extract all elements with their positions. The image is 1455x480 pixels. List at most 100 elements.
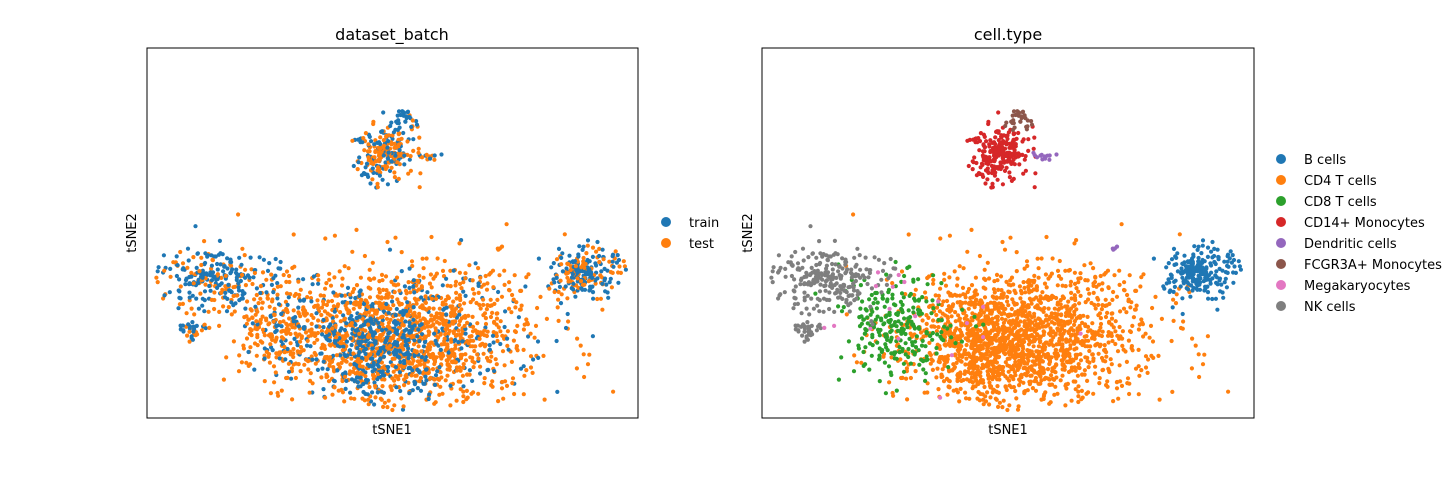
data-point — [789, 273, 795, 279]
data-point — [1081, 313, 1086, 318]
data-point — [1060, 367, 1065, 372]
data-point — [403, 296, 408, 301]
data-point — [941, 299, 946, 304]
data-point — [352, 396, 357, 401]
data-point — [396, 377, 401, 382]
data-point — [957, 293, 963, 298]
data-point — [930, 367, 936, 372]
data-point — [199, 262, 204, 268]
data-point — [415, 386, 420, 391]
data-point — [499, 244, 505, 249]
data-point — [991, 320, 996, 325]
data-point — [418, 388, 424, 393]
data-point — [931, 281, 936, 286]
data-point — [930, 330, 936, 336]
data-point — [356, 371, 361, 376]
data-point — [304, 311, 309, 316]
data-point — [183, 282, 188, 287]
data-point — [570, 272, 576, 277]
data-point — [1063, 313, 1068, 319]
data-point — [385, 145, 390, 150]
data-point — [366, 397, 371, 402]
data-point — [411, 137, 416, 142]
data-point — [359, 355, 364, 360]
data-point — [427, 392, 432, 397]
data-point — [459, 286, 464, 291]
data-point — [1105, 268, 1111, 273]
data-point — [384, 288, 389, 293]
data-point — [465, 320, 470, 325]
data-point — [321, 299, 326, 304]
data-point — [1145, 370, 1150, 375]
data-point — [187, 281, 192, 286]
data-point — [846, 339, 852, 344]
data-point — [411, 317, 416, 322]
data-point — [440, 391, 445, 396]
data-point — [621, 259, 626, 264]
data-point — [496, 289, 501, 295]
data-point — [1038, 357, 1043, 362]
data-point — [381, 110, 386, 115]
data-point — [1125, 292, 1130, 298]
data-point — [285, 310, 290, 315]
data-point — [1002, 247, 1008, 252]
data-point — [987, 402, 992, 407]
data-point — [382, 400, 387, 405]
data-point — [387, 247, 393, 252]
data-point — [416, 150, 421, 155]
data-point — [967, 378, 973, 383]
data-point — [1068, 346, 1073, 351]
data-point — [399, 250, 404, 255]
data-point — [1020, 300, 1025, 305]
data-point — [977, 398, 982, 403]
data-point — [558, 278, 563, 283]
data-point — [960, 285, 966, 290]
data-point — [430, 351, 435, 357]
data-point — [1043, 345, 1048, 350]
data-point — [379, 314, 385, 319]
data-point — [1024, 259, 1030, 264]
data-point — [972, 305, 977, 310]
data-point — [248, 255, 253, 260]
data-point — [362, 253, 367, 259]
data-point — [585, 362, 591, 367]
data-point — [1159, 316, 1164, 321]
data-point — [944, 359, 950, 364]
data-point — [947, 385, 952, 390]
data-point — [908, 361, 914, 366]
data-point — [260, 300, 265, 305]
data-point — [524, 368, 529, 373]
data-point — [248, 331, 253, 336]
data-point — [397, 288, 402, 293]
data-point — [335, 293, 340, 298]
data-point — [972, 331, 977, 336]
data-point — [470, 324, 476, 329]
data-point — [381, 404, 386, 409]
data-point — [405, 352, 410, 357]
data-point — [899, 269, 905, 274]
data-point — [246, 349, 251, 355]
data-point — [311, 274, 316, 279]
data-point — [363, 351, 368, 356]
x-axis-label: tSNE1 — [372, 423, 412, 438]
data-point — [225, 256, 230, 261]
data-point — [578, 279, 584, 284]
data-point — [299, 334, 304, 339]
data-point — [1066, 313, 1072, 318]
data-point — [1015, 407, 1021, 412]
data-point — [1064, 347, 1069, 352]
data-point — [1066, 299, 1071, 304]
data-point — [987, 276, 992, 281]
data-point — [1015, 322, 1020, 327]
data-point — [411, 305, 416, 310]
data-point — [957, 334, 962, 339]
data-point — [270, 348, 275, 353]
data-point — [339, 293, 344, 298]
data-point — [331, 290, 336, 295]
data-point — [906, 346, 911, 352]
data-point — [404, 375, 409, 380]
data-point — [470, 344, 475, 349]
data-point — [406, 171, 411, 176]
data-point — [454, 368, 460, 373]
data-point — [522, 373, 527, 378]
